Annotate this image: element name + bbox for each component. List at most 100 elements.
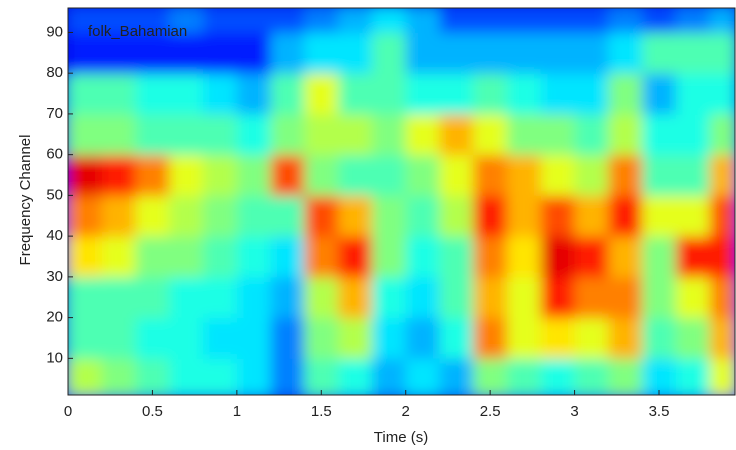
heatmap-cell <box>574 236 609 278</box>
heatmap-cell <box>675 113 711 156</box>
heatmap-cell <box>675 154 711 196</box>
heatmap-cell <box>574 154 609 196</box>
heatmap-cell <box>236 276 272 319</box>
heatmap-cell <box>203 154 238 196</box>
heatmap-cell <box>304 73 339 115</box>
heatmap-cell <box>574 8 609 33</box>
heatmap-cell <box>439 113 474 156</box>
x-tick-label: 0.5 <box>142 403 163 420</box>
heatmap-cell <box>642 8 677 33</box>
heatmap-cell <box>101 358 137 395</box>
heatmap-cell <box>371 317 407 359</box>
heatmap-cell <box>169 236 204 278</box>
heatmap-cell <box>135 113 170 156</box>
heatmap-cell <box>574 113 609 156</box>
heatmap-cell <box>507 154 542 196</box>
heatmap-cell <box>439 8 474 33</box>
x-tick-label: 3 <box>570 403 578 420</box>
heatmap-cell <box>675 73 711 115</box>
heatmap-cell <box>405 154 440 196</box>
heatmap-cell <box>608 317 643 359</box>
heatmap-cell <box>574 276 609 319</box>
x-tick-label: 2 <box>402 403 410 420</box>
heatmap-cell <box>68 113 103 156</box>
heatmap-cell <box>642 73 677 115</box>
heatmap-cell <box>270 358 305 395</box>
heatmap-cell <box>675 276 711 319</box>
heatmap-cell <box>101 195 137 237</box>
heatmap-cell <box>101 276 137 319</box>
heatmap-cell <box>439 358 474 395</box>
heatmap-cell <box>473 276 508 319</box>
y-axis-label: Frequency Channel <box>17 135 34 266</box>
heatmap-cell <box>338 195 373 237</box>
heatmap-cell <box>135 195 170 237</box>
heatmap-cell <box>540 8 576 33</box>
heatmap-cell <box>236 113 272 156</box>
heatmap-cell <box>507 236 542 278</box>
heatmap-cell <box>507 8 542 33</box>
heatmap-cell <box>236 358 272 395</box>
heatmap-cell <box>169 195 204 237</box>
heatmap-cell <box>608 73 643 115</box>
heatmap-cell <box>439 195 474 237</box>
heatmap-cell <box>304 195 339 237</box>
x-tick-label: 0 <box>64 403 72 420</box>
x-tick-label: 2.5 <box>480 403 501 420</box>
y-tick-label: 20 <box>46 309 63 326</box>
heatmap-cell <box>642 317 677 359</box>
heatmap-cell <box>304 154 339 196</box>
heatmap-cell <box>236 154 272 196</box>
heatmap-cell <box>169 358 204 395</box>
heatmap-cell <box>709 358 735 395</box>
y-tick-label: 60 <box>46 146 63 163</box>
heatmap-cell <box>608 32 643 74</box>
heatmap-cell <box>68 8 103 33</box>
heatmap-cell <box>642 358 677 395</box>
heatmap-cell <box>405 276 440 319</box>
heatmap-cell <box>101 113 137 156</box>
heatmap-cell <box>642 32 677 74</box>
heatmap-cell <box>371 113 407 156</box>
heatmap-cell <box>304 236 339 278</box>
heatmap-cell <box>608 8 643 33</box>
y-tick-label: 90 <box>46 23 63 40</box>
heatmap-cell <box>101 154 137 196</box>
heatmap-cell <box>540 113 576 156</box>
heatmap-cell <box>709 8 735 33</box>
heatmap-cell <box>135 358 170 395</box>
heatmap-cell <box>338 113 373 156</box>
heatmap-cell <box>203 32 238 74</box>
heatmap-cell <box>203 113 238 156</box>
heatmap-cell <box>68 32 103 74</box>
heatmap-cell <box>304 317 339 359</box>
heatmap-cell <box>68 276 103 319</box>
heatmap-cell <box>68 317 103 359</box>
x-tick-label: 3.5 <box>649 403 670 420</box>
y-tick-label: 70 <box>46 105 63 122</box>
heatmap-cell <box>236 317 272 359</box>
heatmap-cell <box>68 73 103 115</box>
heatmap-cell <box>473 32 508 74</box>
heatmap-cell <box>371 236 407 278</box>
heatmap-cell <box>540 32 576 74</box>
heatmap-cell <box>135 32 170 74</box>
heatmap-cell <box>642 113 677 156</box>
heatmap-cell <box>270 317 305 359</box>
heatmap-cell <box>540 276 576 319</box>
heatmap-cell <box>135 236 170 278</box>
heatmap-cell <box>405 195 440 237</box>
heatmap-cell <box>203 317 238 359</box>
heatmap-cell <box>709 317 735 359</box>
plot-frame <box>67 7 736 396</box>
y-tick-label: 40 <box>46 227 63 244</box>
heatmap-cell <box>236 195 272 237</box>
heatmap-cell <box>439 317 474 359</box>
heatmap-cell <box>169 154 204 196</box>
heatmap-cell <box>675 195 711 237</box>
heatmap-cells <box>68 8 735 395</box>
x-axis-label: Time (s) <box>374 429 428 446</box>
heatmap-cell <box>709 113 735 156</box>
heatmap-cell <box>439 236 474 278</box>
